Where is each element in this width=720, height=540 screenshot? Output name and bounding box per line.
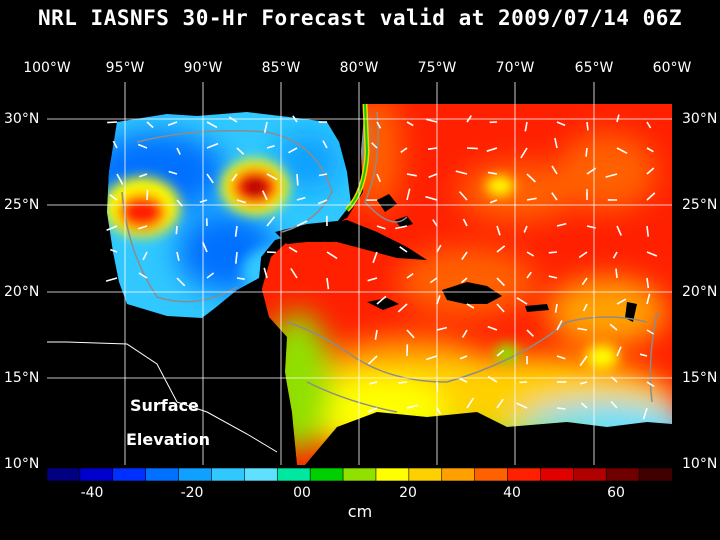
colorbar-tick: -40 — [81, 485, 104, 501]
colorbar-swatch — [179, 468, 212, 481]
map-label-surface: Surface — [130, 396, 199, 415]
colorbar-swatch — [606, 468, 639, 481]
lat-label: 15°N — [682, 370, 717, 386]
lat-label: 10°N — [4, 456, 39, 472]
colorbar-swatch — [442, 468, 475, 481]
colorbar-units: cm — [0, 502, 720, 521]
colorbar — [47, 468, 672, 481]
colorbar-tick: 20 — [399, 485, 417, 501]
colorbar-swatch — [508, 468, 541, 481]
lat-label: 20°N — [4, 284, 39, 300]
lat-label: 20°N — [682, 284, 717, 300]
current-vector — [176, 226, 177, 234]
lat-label: 30°N — [682, 111, 717, 127]
colorbar-swatch — [277, 468, 310, 481]
colorbar-tick: -20 — [181, 485, 204, 501]
lat-label: 15°N — [4, 370, 39, 386]
colorbar-swatch — [80, 468, 113, 481]
colorbar-swatch — [211, 468, 244, 481]
current-vector — [107, 122, 117, 123]
current-vector — [467, 148, 478, 149]
colorbar-swatch — [475, 468, 508, 481]
lon-label: 75°W — [418, 60, 457, 76]
current-vector — [587, 122, 588, 130]
lat-label: 30°N — [4, 111, 39, 127]
current-vector — [399, 382, 408, 383]
current-vector — [557, 408, 566, 409]
lat-label: 25°N — [682, 197, 717, 213]
colorbar-swatch — [146, 468, 179, 481]
colorbar-tick: 40 — [503, 485, 521, 501]
current-vector — [549, 252, 557, 253]
current-vector — [616, 269, 617, 278]
map-label-elevation: Elevation — [126, 430, 210, 449]
lon-label: 80°W — [340, 60, 379, 76]
lat-label: 25°N — [4, 197, 39, 213]
lon-label: 85°W — [262, 60, 301, 76]
colorbar-swatch — [376, 468, 409, 481]
colorbar-tick: 00 — [293, 485, 311, 501]
colorbar-swatch — [47, 468, 80, 481]
lon-label: 95°W — [106, 60, 145, 76]
colorbar-swatch — [113, 468, 146, 481]
colorbar-swatch — [343, 468, 376, 481]
lon-label: 100°W — [23, 60, 71, 76]
colorbar-swatch — [540, 468, 573, 481]
lon-label: 90°W — [184, 60, 223, 76]
colorbar-swatch — [409, 468, 442, 481]
current-vector — [586, 148, 587, 157]
lon-label: 65°W — [575, 60, 614, 76]
colorbar-swatch — [639, 468, 672, 481]
colorbar-swatch — [310, 468, 343, 481]
colorbar-swatch — [573, 468, 606, 481]
lon-label: 60°W — [653, 60, 692, 76]
page-title: NRL IASNFS 30-Hr Forecast valid at 2009/… — [0, 6, 720, 30]
colorbar-tick: 60 — [607, 485, 625, 501]
current-vector — [297, 174, 298, 185]
current-vector — [147, 190, 148, 200]
colorbar-swatch — [244, 468, 277, 481]
lon-label: 70°W — [496, 60, 535, 76]
lat-label: 10°N — [682, 456, 717, 472]
